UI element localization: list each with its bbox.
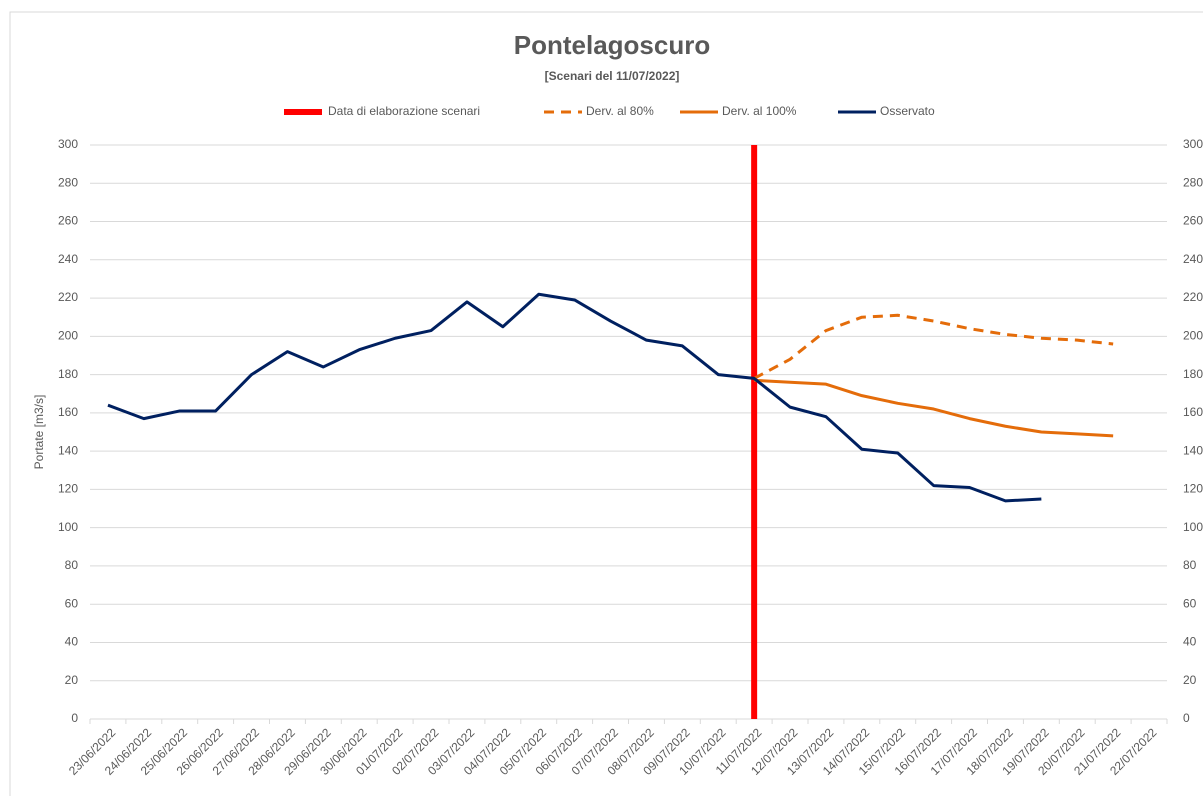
y-tick-label: 0 (71, 711, 78, 725)
series-line (753, 313, 1114, 380)
y-tick-label: 20 (65, 673, 79, 687)
chart-title: Pontelagoscuro (514, 30, 710, 60)
y2-tick-label: 0 (1183, 711, 1190, 725)
y-tick-label: 140 (58, 443, 78, 457)
legend-label: Data di elaborazione scenari (328, 104, 480, 118)
series-line (107, 292, 1042, 503)
legend-label: Derv. al 100% (722, 104, 797, 118)
y2-tick-label: 280 (1183, 175, 1203, 189)
y-tick-label: 180 (58, 367, 78, 381)
legend-label: Derv. al 80% (586, 104, 654, 118)
chart-subtitle: [Scenari del 11/07/2022] (545, 69, 680, 83)
chart-border (9, 11, 1203, 796)
y2-tick-label: 80 (1183, 558, 1197, 572)
y-tick-label: 260 (58, 214, 78, 228)
y-tick-label: 280 (58, 175, 78, 189)
y2-tick-label: 260 (1183, 214, 1203, 228)
y2-tick-label: 60 (1183, 596, 1197, 610)
y2-tick-label: 240 (1183, 252, 1203, 266)
y2-tick-label: 180 (1183, 367, 1203, 381)
y-tick-label: 200 (58, 329, 78, 343)
y-tick-label: 300 (58, 137, 78, 151)
y2-tick-label: 200 (1183, 329, 1203, 343)
y2-tick-label: 220 (1183, 290, 1203, 304)
y2-tick-label: 160 (1183, 405, 1203, 419)
series-line (754, 378, 1114, 438)
y-tick-label: 60 (65, 596, 79, 610)
y-tick-label: 240 (58, 252, 78, 266)
y2-tick-label: 300 (1183, 137, 1203, 151)
y2-tick-label: 20 (1183, 673, 1197, 687)
y2-tick-label: 140 (1183, 443, 1203, 457)
y2-tick-label: 120 (1183, 482, 1203, 496)
y-axis-label: Portate [m3/s] (32, 395, 46, 470)
y2-tick-label: 100 (1183, 520, 1203, 534)
y-tick-label: 80 (65, 558, 79, 572)
legend-label: Osservato (880, 104, 935, 118)
y-tick-label: 40 (65, 635, 79, 649)
y-tick-label: 100 (58, 520, 78, 534)
y-tick-label: 120 (58, 482, 78, 496)
y-tick-label: 160 (58, 405, 78, 419)
y-tick-label: 220 (58, 290, 78, 304)
y2-tick-label: 40 (1183, 635, 1197, 649)
